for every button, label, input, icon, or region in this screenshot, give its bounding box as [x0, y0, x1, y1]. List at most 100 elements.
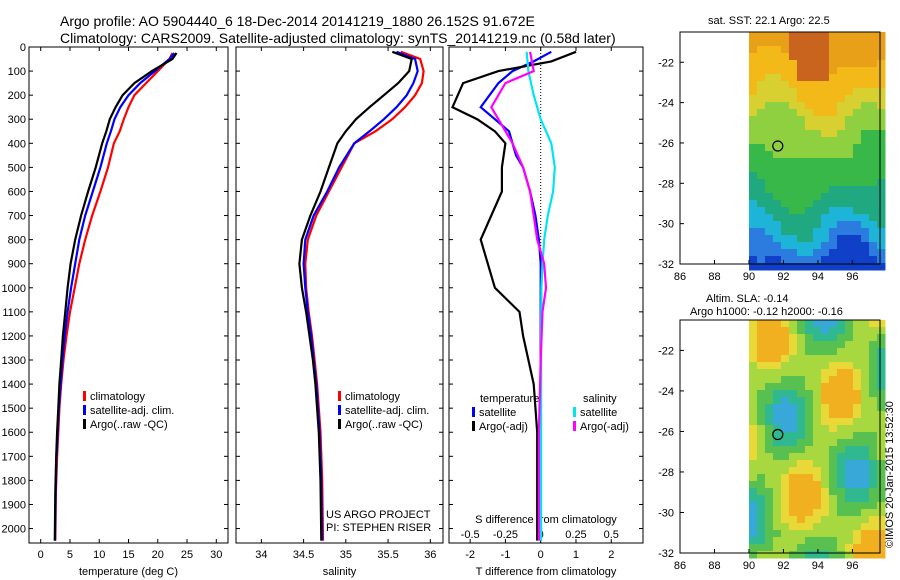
sla-map-cell: [836, 411, 846, 419]
sla-map-cell: [836, 446, 846, 454]
sla-map-cell: [820, 460, 830, 468]
series-line-argo-adj-temperature-: [451, 50, 577, 541]
sst-map-cell: [828, 158, 838, 166]
x-axis-label-secondary: S difference from climatology: [475, 514, 617, 526]
sla-map-cell: [780, 502, 790, 510]
sst-map-cell: [844, 214, 854, 222]
sst-map-cell: [820, 263, 830, 271]
sla-map-cell: [860, 530, 870, 538]
sst-map-cell: [828, 151, 838, 159]
sst-map-cell: [748, 151, 758, 159]
legend-swatch: [472, 421, 475, 431]
sst-map-cell: [820, 53, 830, 61]
sst-map-cell: [876, 137, 886, 145]
sla-map-cell: [748, 502, 758, 510]
sla-map-cell: [756, 523, 766, 531]
sla-map-cell: [804, 509, 814, 517]
sst-map-cell: [788, 144, 798, 152]
sst-map-cell: [836, 235, 846, 243]
sla-map-cell: [772, 320, 782, 328]
sla-map-cell: [772, 516, 782, 524]
sla-map-cell: [764, 460, 774, 468]
sla-map-cell: [844, 523, 854, 531]
sst-map-cell: [764, 130, 774, 138]
sla-map-cell: [828, 516, 838, 524]
sst-map-cell: [780, 207, 790, 215]
sst-map-cell: [780, 46, 790, 54]
sla-map-cell: [788, 432, 798, 440]
sst-map-cell: [748, 46, 758, 54]
sst-map-cell: [820, 67, 830, 75]
sst-map-cell: [748, 109, 758, 117]
sst-map-cell: [780, 235, 790, 243]
sst-map-cell: [844, 32, 854, 40]
sst-map-cell: [756, 123, 766, 131]
sst-map-cell: [796, 116, 806, 124]
sla-map-cell: [764, 348, 774, 356]
sla-map-cell: [804, 460, 814, 468]
sla-map-cell: [860, 488, 870, 496]
sst-map-cell: [876, 193, 886, 201]
depth-tick-label: 0: [20, 42, 26, 54]
sla-map-cell: [828, 390, 838, 398]
x-tick-label: 0: [538, 549, 544, 561]
sst-map-cell: [836, 207, 846, 215]
sla-map-cell: [844, 362, 854, 370]
sla-map-cell: [876, 355, 886, 363]
sla-map-cell: [748, 369, 758, 377]
sst-map-cell: [876, 109, 886, 117]
sla-map-cell: [748, 383, 758, 391]
sla-map-cell: [756, 502, 766, 510]
sla-map-cell: [764, 397, 774, 405]
sla-map-cell: [820, 369, 830, 377]
sla-map-cell: [860, 355, 870, 363]
legend-label: Argo(..raw -QC): [345, 419, 423, 431]
sst-map-cell: [804, 249, 814, 257]
sst-map-cell: [756, 74, 766, 82]
sst-map-cell: [756, 67, 766, 75]
sst-map-cell: [812, 158, 822, 166]
map-y-tick-label: -26: [658, 138, 674, 150]
sst-map-cell: [844, 172, 854, 180]
x-tick-label: 10: [93, 549, 105, 561]
sst-map-cell: [812, 116, 822, 124]
sla-map-cell: [876, 537, 886, 545]
sla-map-cell: [812, 383, 822, 391]
sla-map-cell: [868, 474, 878, 482]
sst-map-cell: [860, 172, 870, 180]
sst-map-cell: [852, 158, 862, 166]
sst-map-cell: [828, 95, 838, 103]
sla-map-title-1: Altim. SLA: -0.14: [706, 293, 789, 305]
sst-map-cell: [756, 186, 766, 194]
sst-map-cell: [756, 95, 766, 103]
sla-map-cell: [836, 551, 846, 559]
x-tick-label: -1: [501, 549, 511, 561]
sst-map-cell: [868, 53, 878, 61]
sst-map-cell: [844, 39, 854, 47]
sla-map-cell: [844, 474, 854, 482]
sla-map-cell: [804, 369, 814, 377]
sla-map-cell: [764, 530, 774, 538]
sla-map-cell: [756, 551, 766, 559]
sst-map-cell: [820, 95, 830, 103]
sst-map-cell: [876, 74, 886, 82]
sst-map-cell: [860, 242, 870, 250]
sla-map-cell: [868, 488, 878, 496]
sst-map-cell: [828, 123, 838, 131]
sla-map-cell: [852, 481, 862, 489]
sst-map-cell: [772, 39, 782, 47]
sst-map-cell: [804, 235, 814, 243]
sst-map-cell: [828, 130, 838, 138]
sst-map-cell: [764, 214, 774, 222]
sla-map-cell: [852, 418, 862, 426]
sst-map-cell: [876, 151, 886, 159]
sla-map-cell: [860, 397, 870, 405]
sst-map-cell: [772, 172, 782, 180]
sst-map-cell: [860, 263, 870, 271]
sst-map-cell: [876, 172, 886, 180]
sla-map-cell: [868, 390, 878, 398]
sla-map-cell: [868, 362, 878, 370]
sla-map-cell: [852, 460, 862, 468]
sst-map-cell: [780, 32, 790, 40]
sst-map-cell: [844, 95, 854, 103]
